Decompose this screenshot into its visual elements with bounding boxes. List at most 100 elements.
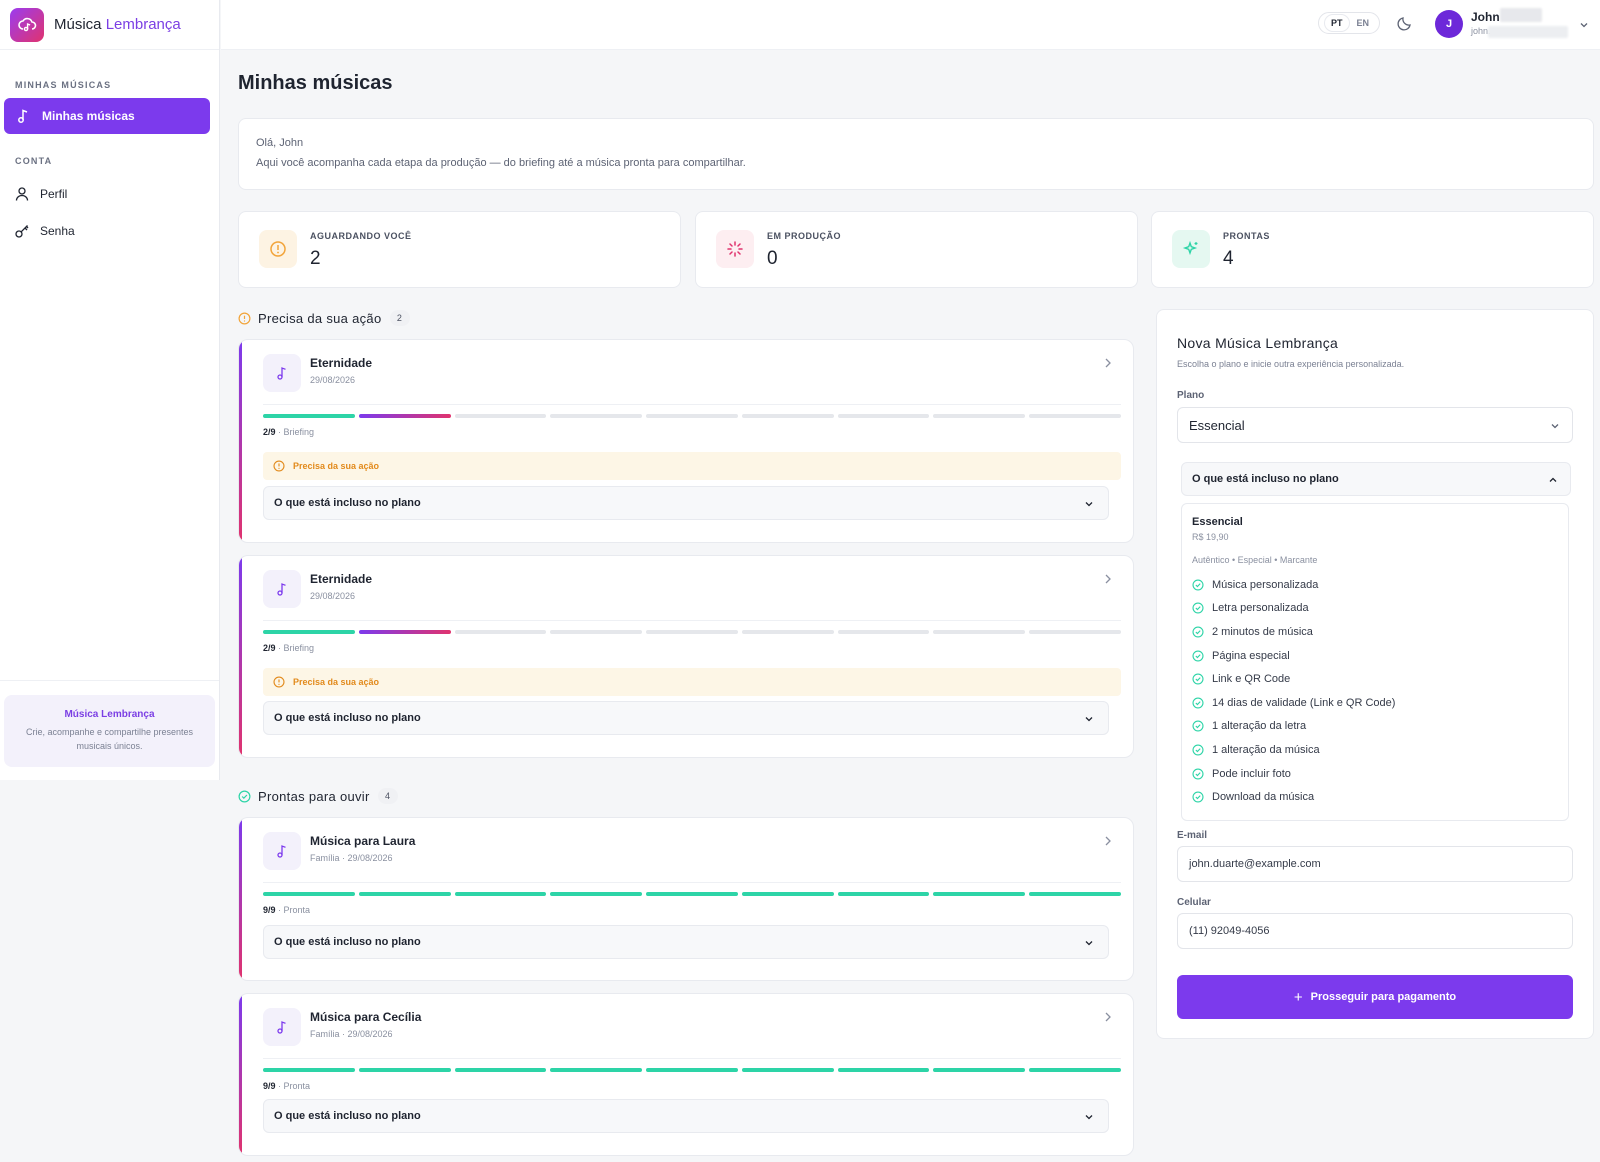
panel-subtitle: Escolha o plano e inicie outra experiênc… (1177, 359, 1405, 369)
avatar[interactable]: J (1435, 10, 1463, 38)
proceed-to-payment-button[interactable]: + Prosseguir para pagamento (1177, 975, 1573, 1019)
progress-segment (263, 1068, 355, 1072)
stat-value: 2 (310, 248, 321, 269)
chevron-down-icon (1551, 424, 1559, 429)
stat-in-production: EM PRODUÇÃO 0 (695, 211, 1138, 288)
plan-includes-toggle[interactable]: O que está incluso no plano (263, 925, 1109, 959)
song-card[interactable]: Eternidade 29/08/2026 2/9 · Briefing Pre… (238, 555, 1134, 758)
song-date: 29/08/2026 (310, 591, 356, 601)
brand-logo-icon (10, 7, 44, 42)
progress-segment (454, 892, 547, 896)
music-note-icon (18, 109, 28, 123)
sidebar-item-profile[interactable]: Perfil (14, 186, 67, 202)
progress-segment (646, 630, 738, 634)
plan-tags: Autêntico • Especial • Marcante (1192, 555, 1318, 565)
lang-en-button[interactable]: EN (1356, 18, 1369, 28)
progress-bar (263, 1068, 1122, 1072)
sidebar-item-password[interactable]: Senha (14, 223, 75, 239)
progress-segment (454, 414, 547, 418)
song-title: Música para Laura (310, 834, 416, 848)
chevron-up-icon (1549, 477, 1557, 482)
check-circle-icon (238, 790, 251, 802)
progress-segment (741, 414, 834, 418)
music-note-icon (263, 570, 301, 608)
sidebar-item-label: Perfil (40, 187, 68, 201)
action-needed-banner: Precisa da sua ação (263, 668, 1121, 696)
section-title: Prontas para ouvir (258, 788, 370, 804)
chevron-right-icon[interactable] (1103, 834, 1113, 852)
stat-label: EM PRODUÇÃO (767, 231, 842, 241)
section-label-account: CONTA (15, 156, 53, 166)
chevron-right-icon[interactable] (1103, 356, 1113, 374)
progress-bar (263, 892, 1122, 896)
email-label: E-mail (1177, 830, 1208, 841)
plan-details: Essencial R$ 19,90 Autêntico • Especial … (1181, 503, 1569, 821)
chevron-right-icon[interactable] (1103, 1010, 1113, 1028)
theme-toggle[interactable] (1397, 15, 1413, 36)
new-song-panel: Nova Música Lembrança Escolha o plano e … (1156, 309, 1594, 1039)
feature-item: Música personalizada (1192, 573, 1558, 597)
brand[interactable]: Música Lembrança (0, 0, 219, 50)
panel-title: Nova Música Lembrança (1177, 335, 1339, 351)
chevron-right-icon[interactable] (1103, 572, 1113, 590)
plan-name: Essencial (1192, 516, 1243, 528)
chevron-down-icon (1085, 1115, 1093, 1120)
music-note-icon (263, 1008, 301, 1046)
progress-segment (358, 630, 451, 634)
sidebar-item-my-songs[interactable]: Minhas músicas (4, 98, 210, 134)
song-card[interactable]: Música para Laura Família · 29/08/2026 9… (238, 817, 1134, 981)
check-circle-icon (1192, 650, 1204, 662)
plan-includes-toggle[interactable]: O que está incluso no plano (263, 1099, 1109, 1133)
count-badge: 4 (377, 788, 398, 804)
check-circle-icon (1192, 626, 1204, 638)
check-circle-icon (1192, 744, 1204, 756)
user-menu-chevron[interactable] (1578, 18, 1590, 36)
action-needed-banner: Precisa da sua ação (263, 452, 1121, 480)
feature-item: 14 dias de validade (Link e QR Code) (1192, 691, 1558, 715)
feature-item: 2 minutos de música (1192, 620, 1558, 644)
stat-value: 4 (1223, 248, 1234, 269)
plan-select[interactable]: Essencial (1177, 407, 1573, 443)
sidebar-footer: Música Lembrança Crie, acompanhe e compa… (0, 680, 219, 767)
progress-segment (741, 630, 834, 634)
plus-icon: + (1293, 988, 1303, 1006)
plan-includes-toggle[interactable]: O que está incluso no plano (263, 701, 1109, 735)
feature-list: Música personalizada Letra personalizada 2… (1192, 573, 1558, 809)
section-needs-action: Precisa da sua ação 2 (238, 310, 410, 326)
sidebar-item-label: Minhas músicas (42, 109, 135, 123)
progress-segment (837, 1068, 930, 1072)
section-ready: Prontas para ouvir 4 (238, 788, 398, 804)
brand-promo-card: Música Lembrança Crie, acompanhe e compa… (4, 695, 215, 767)
lang-pt-button[interactable]: PT (1324, 15, 1349, 31)
progress-segment (1029, 630, 1122, 634)
count-badge: 2 (389, 310, 410, 326)
song-card[interactable]: Eternidade 29/08/2026 2/9 · Briefing Pre… (238, 339, 1134, 543)
chevron-down-icon (1085, 941, 1093, 946)
feature-item: Letra personalizada (1192, 597, 1558, 621)
sparkles-icon (1172, 230, 1210, 268)
feature-item: Link e QR Code (1192, 667, 1558, 691)
card-accent (239, 340, 242, 542)
progress-segment (454, 1068, 547, 1072)
progress-segment (358, 892, 451, 896)
greeting: Olá, John (256, 137, 304, 149)
plan-includes-toggle[interactable]: O que está incluso no plano (263, 486, 1109, 520)
email-field[interactable]: john.duarte@example.com (1177, 846, 1573, 882)
section-label-music: MINHAS MÚSICAS (15, 80, 112, 90)
progress-segment (646, 892, 738, 896)
phone-field[interactable]: (11) 92049-4056 (1177, 913, 1573, 949)
progress-segment (837, 630, 930, 634)
welcome-card: Olá, John Aqui você acompanha cada etapa… (238, 118, 1594, 190)
song-card[interactable]: Música para Cecília Família · 29/08/2026… (238, 993, 1134, 1156)
progress-segment (550, 1068, 643, 1072)
progress-segment (263, 892, 355, 896)
stat-ready: PRONTAS 4 (1151, 211, 1594, 288)
progress-segment (454, 630, 547, 634)
song-title: Eternidade (310, 572, 373, 586)
alert-circle-icon (238, 312, 251, 324)
plan-includes-accordion[interactable]: O que está incluso no plano (1181, 462, 1571, 496)
step-indicator: 9/9 · Pronta (263, 1081, 311, 1091)
moon-icon (1397, 17, 1411, 31)
language-switch[interactable]: PT EN (1318, 12, 1380, 34)
plan-label: Plano (1177, 390, 1205, 401)
